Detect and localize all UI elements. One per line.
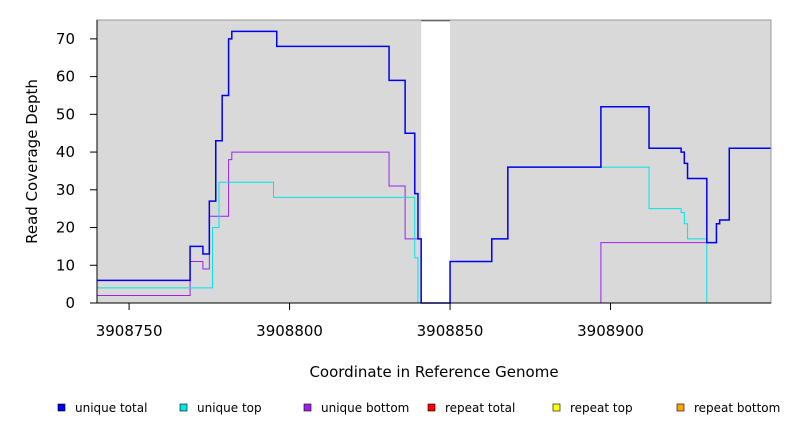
y-tick-label-20: 20 xyxy=(56,219,75,237)
legend-label-repeat-total: repeat total xyxy=(445,401,515,415)
x-axis-title: Coordinate in Reference Genome xyxy=(309,363,558,381)
legend-label-repeat-bottom: repeat bottom xyxy=(694,401,780,415)
legend-swatch-repeat-top xyxy=(552,403,561,412)
legend-swatch-unique-total xyxy=(57,403,66,412)
y-tick-label-10: 10 xyxy=(56,256,75,274)
legend-swatch-repeat-bottom xyxy=(676,403,685,412)
y-tick-label-0: 0 xyxy=(65,294,75,312)
series-line-unique-total xyxy=(97,30,771,304)
gap-region-0 xyxy=(421,20,451,303)
y-tick-label-30: 30 xyxy=(56,181,75,199)
legend-label-repeat-top: repeat top xyxy=(570,401,633,415)
legend-label-unique-top: unique top xyxy=(197,401,262,415)
y-tick-label-70: 70 xyxy=(56,30,75,48)
x-tick-label-3908850: 3908850 xyxy=(417,322,484,340)
legend-label-unique-bottom: unique bottom xyxy=(321,401,409,415)
legend-swatch-unique-top xyxy=(179,403,188,412)
y-axis-title: Read Coverage Depth xyxy=(23,79,41,244)
legend-swatch-repeat-total xyxy=(427,403,436,412)
y-tick-label-40: 40 xyxy=(56,143,75,161)
y-tick-label-60: 60 xyxy=(56,68,75,86)
x-axis: 3908750 3908800 3908850 3908900 xyxy=(96,302,771,340)
y-tick-label-50: 50 xyxy=(56,105,75,123)
legend-label-unique-total: unique total xyxy=(75,401,147,415)
legend: unique total unique top unique bottom repea… xyxy=(57,401,780,415)
x-tick-label-3908750: 3908750 xyxy=(96,322,163,340)
x-tick-label-3908800: 3908800 xyxy=(256,322,323,340)
y-axis: 0 10 20 30 40 50 60 70 xyxy=(56,20,98,312)
gap-layer xyxy=(421,19,451,303)
x-tick-label-3908900: 3908900 xyxy=(577,322,644,340)
legend-swatch-unique-bottom xyxy=(303,403,312,412)
